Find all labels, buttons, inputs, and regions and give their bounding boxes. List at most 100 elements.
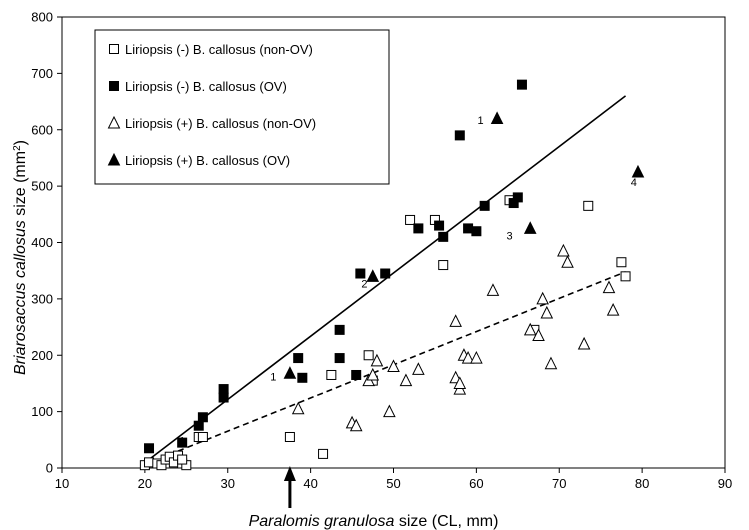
data-point bbox=[577, 336, 591, 350]
x-tick-label: 70 bbox=[552, 476, 566, 491]
data-point bbox=[218, 384, 229, 395]
data-point bbox=[355, 268, 366, 279]
data-point bbox=[177, 437, 188, 448]
legend-marker bbox=[107, 152, 121, 166]
y-tick-label: 0 bbox=[46, 461, 53, 476]
data-point bbox=[144, 457, 155, 468]
data-point bbox=[284, 431, 295, 442]
data-point bbox=[540, 305, 554, 319]
series-1 bbox=[139, 195, 631, 471]
legend: Liriopsis (-) B. callosus (non-OV) Liriop… bbox=[94, 29, 390, 185]
data-point bbox=[297, 372, 308, 383]
data-point bbox=[405, 214, 416, 225]
data-point bbox=[470, 350, 483, 364]
arrow-head bbox=[283, 466, 296, 481]
data-point bbox=[583, 200, 594, 211]
y-tick-label: 300 bbox=[31, 291, 53, 306]
x-tick-label: 40 bbox=[303, 476, 317, 491]
point-label: 3 bbox=[506, 231, 512, 243]
data-point bbox=[463, 223, 474, 234]
data-point bbox=[177, 454, 188, 465]
point-label: 1 bbox=[179, 435, 185, 447]
data-point bbox=[334, 353, 345, 364]
data-point bbox=[363, 350, 374, 361]
legend-label: Liriopsis (+) B. callosus (OV) bbox=[125, 153, 290, 168]
series-4 bbox=[283, 111, 645, 379]
data-point bbox=[453, 376, 467, 389]
data-point bbox=[454, 130, 465, 141]
data-point bbox=[383, 404, 396, 418]
axis-labels: Paralomis granulosa size (CL, mm) Briaros… bbox=[12, 140, 499, 530]
point-labels: 1 2 3 4 1 1 bbox=[179, 115, 637, 447]
point-label: 2 bbox=[361, 279, 367, 291]
point-label: 4 bbox=[631, 177, 637, 189]
data-point bbox=[291, 401, 305, 415]
x-tick-label: 90 bbox=[718, 476, 732, 491]
point-label: 1 bbox=[477, 115, 483, 127]
legend-box bbox=[94, 29, 390, 185]
legend-label: Liriopsis (-) B. callosus (non-OV) bbox=[125, 42, 313, 57]
data-point bbox=[461, 350, 475, 364]
data-point bbox=[380, 268, 391, 279]
data-point bbox=[602, 280, 616, 294]
y-tick-label: 100 bbox=[31, 404, 53, 419]
axis-ticks: 10 20 30 40 50 60 70 80 90 0 100 200 300 400 500 600 700… bbox=[31, 10, 732, 492]
trendline-dashed bbox=[177, 271, 626, 452]
data-point bbox=[523, 221, 537, 234]
data-point bbox=[413, 223, 424, 234]
data-point bbox=[438, 260, 449, 271]
data-point bbox=[616, 257, 627, 268]
y-tick-label: 600 bbox=[31, 122, 53, 137]
data-point bbox=[561, 255, 574, 268]
data-point bbox=[283, 366, 297, 379]
legend-label: Liriopsis (-) B. callosus (OV) bbox=[125, 79, 287, 94]
size-arrow-marker bbox=[283, 466, 296, 508]
data-point bbox=[620, 271, 631, 282]
data-point bbox=[438, 231, 449, 242]
x-tick-label: 60 bbox=[469, 476, 483, 491]
y-tick-label: 700 bbox=[31, 66, 53, 81]
y-tick-label: 500 bbox=[31, 179, 53, 194]
data-point bbox=[193, 420, 204, 431]
data-point bbox=[370, 353, 384, 367]
data-points bbox=[139, 79, 645, 471]
x-axis-label-part: size (CL, mm) bbox=[394, 513, 498, 530]
data-point bbox=[293, 353, 304, 364]
data-point bbox=[512, 192, 523, 203]
y-tick-label: 200 bbox=[31, 348, 53, 363]
x-tick-label: 10 bbox=[55, 476, 69, 491]
data-point bbox=[479, 200, 490, 211]
data-point bbox=[412, 362, 425, 375]
data-point bbox=[218, 392, 229, 403]
data-point bbox=[366, 367, 380, 381]
data-point bbox=[326, 369, 337, 380]
data-point bbox=[197, 431, 208, 442]
y-axis-label: Briarosaccus callosus size (mm2) bbox=[12, 140, 30, 375]
x-axis-label: Paralomis granulosa size (CL, mm) bbox=[249, 513, 499, 530]
data-point bbox=[471, 226, 482, 237]
data-point bbox=[490, 111, 504, 124]
x-axis-label-part: Paralomis granulosa bbox=[249, 513, 395, 530]
data-point bbox=[399, 373, 413, 387]
x-tick-label: 50 bbox=[386, 476, 400, 491]
legend-label: Liriopsis (+) B. callosus (non-OV) bbox=[125, 116, 316, 131]
series-2 bbox=[144, 79, 527, 454]
data-point bbox=[544, 356, 558, 370]
x-tick-label: 20 bbox=[138, 476, 152, 491]
data-point bbox=[197, 412, 208, 423]
x-tick-label: 30 bbox=[221, 476, 235, 491]
data-point bbox=[536, 291, 549, 305]
data-point bbox=[144, 443, 155, 454]
legend-marker bbox=[109, 81, 119, 91]
data-point bbox=[387, 359, 400, 373]
data-point bbox=[606, 303, 620, 316]
data-point bbox=[366, 269, 380, 282]
point-label: 1 bbox=[270, 372, 276, 384]
data-point bbox=[486, 283, 500, 296]
series-3 bbox=[291, 243, 620, 432]
data-point bbox=[532, 328, 545, 342]
legend-marker bbox=[109, 44, 119, 54]
data-point bbox=[516, 79, 527, 90]
y-axis-label-part: 2 bbox=[12, 145, 23, 151]
